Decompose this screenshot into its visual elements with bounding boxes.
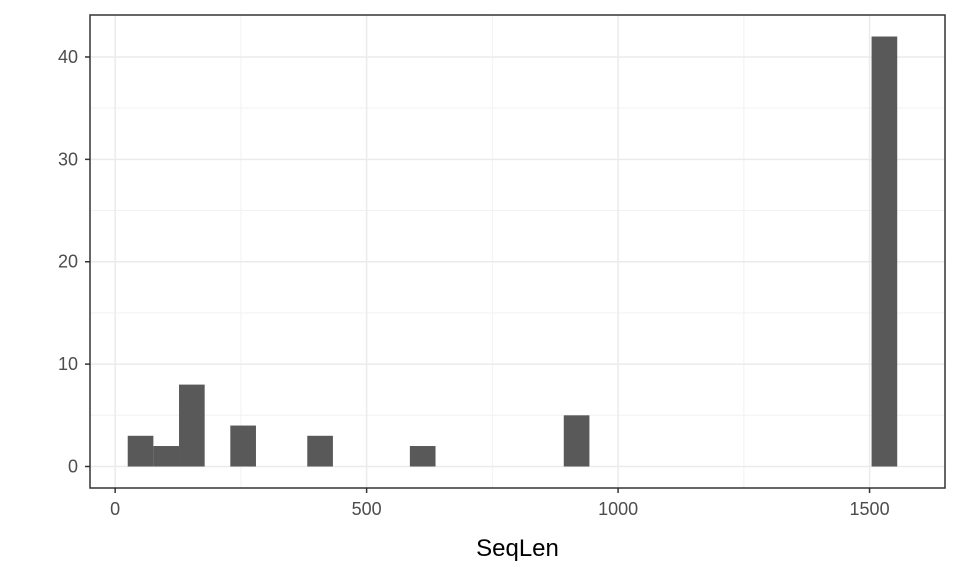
x-axis-title: SeqLen [476, 535, 559, 562]
histogram-bar [127, 435, 154, 467]
y-tick-label: 20 [58, 252, 78, 272]
x-tick-label: 1500 [850, 499, 890, 519]
histogram-bar [563, 415, 590, 467]
y-tick-label: 0 [68, 457, 78, 477]
y-tick-label: 40 [58, 47, 78, 67]
histogram-bar [871, 36, 898, 467]
x-tick-label: 1000 [598, 499, 638, 519]
histogram-bar [179, 384, 205, 467]
y-tick-label: 10 [58, 354, 78, 374]
histogram-bars [127, 36, 898, 467]
histogram-bar [409, 446, 436, 467]
axis-ticks [85, 56, 871, 493]
minor-gridlines [90, 15, 945, 488]
panel-border [89, 14, 946, 489]
histogram-bar [230, 425, 256, 467]
x-tick-label: 0 [110, 499, 120, 519]
tick-labels: 0 500 1000 1500 0 10 20 30 40 [58, 47, 890, 519]
major-gridlines [90, 15, 945, 488]
x-tick-label: 500 [352, 499, 382, 519]
y-tick-label: 30 [58, 149, 78, 169]
histogram-bar [153, 446, 180, 467]
histogram-bar [307, 435, 333, 467]
